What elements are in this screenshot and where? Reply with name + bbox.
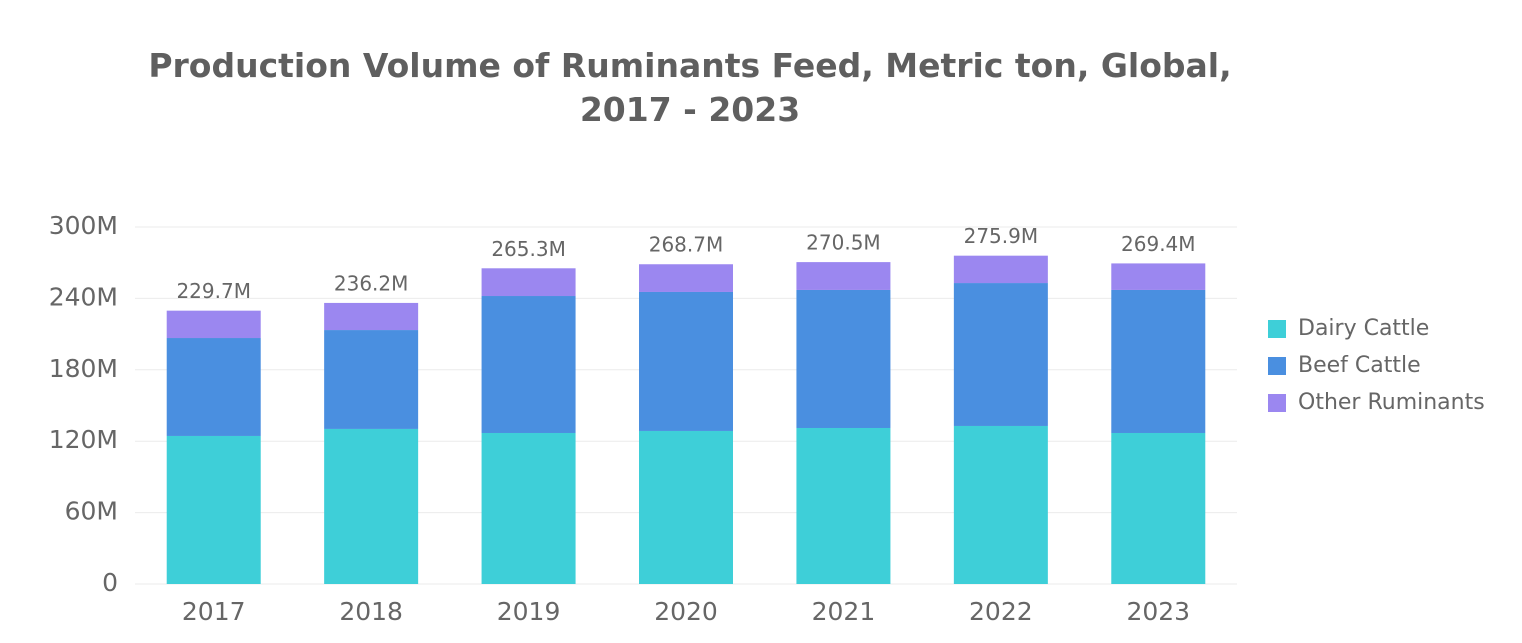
- bar-segment: [953, 283, 1048, 426]
- total-label: 275.9M: [964, 224, 1039, 248]
- bar-segment: [324, 302, 419, 331]
- bar-segment: [1111, 289, 1206, 433]
- bar-segment: [166, 310, 261, 339]
- y-tick-label: 60M: [65, 497, 118, 526]
- x-tick-label: 2021: [812, 597, 876, 626]
- bar-segment: [639, 264, 733, 292]
- bar-segment: [639, 291, 733, 431]
- x-tick-label: 2022: [969, 597, 1033, 626]
- legend-label: Beef Cattle: [1298, 353, 1421, 378]
- bar-segment: [166, 435, 261, 584]
- bar-segment: [796, 289, 891, 428]
- total-label: 236.2M: [334, 271, 409, 295]
- bar-segment: [166, 338, 261, 436]
- bar-segment: [481, 432, 576, 584]
- legend-label: Dairy Cattle: [1298, 316, 1429, 341]
- y-tick-label: 0: [102, 568, 118, 597]
- y-tick-label: 240M: [49, 282, 118, 311]
- x-tick-label: 2020: [654, 597, 718, 626]
- bar-segment: [481, 268, 576, 297]
- total-label: 269.4M: [1121, 232, 1196, 256]
- total-label: 270.5M: [806, 231, 881, 255]
- x-tick-label: 2023: [1126, 597, 1190, 626]
- chart-title: Production Volume of Ruminants Feed, Met…: [148, 46, 1232, 129]
- bar-segment: [953, 255, 1048, 284]
- bar-segment: [1111, 432, 1206, 584]
- bar-segment: [796, 262, 891, 290]
- x-tick-label: 2017: [182, 597, 246, 626]
- total-label: 268.7M: [649, 233, 724, 257]
- y-tick-label: 120M: [49, 425, 118, 454]
- legend-label: Other Ruminants: [1298, 390, 1485, 415]
- legend-swatch: [1268, 357, 1286, 375]
- x-tick-label: 2018: [339, 597, 403, 626]
- legend-swatch: [1268, 320, 1286, 338]
- x-tick-label: 2019: [497, 597, 561, 626]
- y-tick-label: 180M: [49, 354, 118, 383]
- bar-segment: [324, 428, 419, 584]
- total-label: 229.7M: [176, 279, 251, 303]
- bar-segment: [481, 296, 576, 433]
- legend-swatch: [1268, 394, 1286, 412]
- bar-segment: [1111, 263, 1206, 290]
- bar-segment: [324, 330, 419, 429]
- bar-segment: [639, 430, 733, 584]
- total-label: 265.3M: [491, 237, 566, 261]
- bar-segment: [796, 427, 891, 584]
- y-tick-label: 300M: [49, 211, 118, 240]
- bar-segment: [953, 425, 1048, 584]
